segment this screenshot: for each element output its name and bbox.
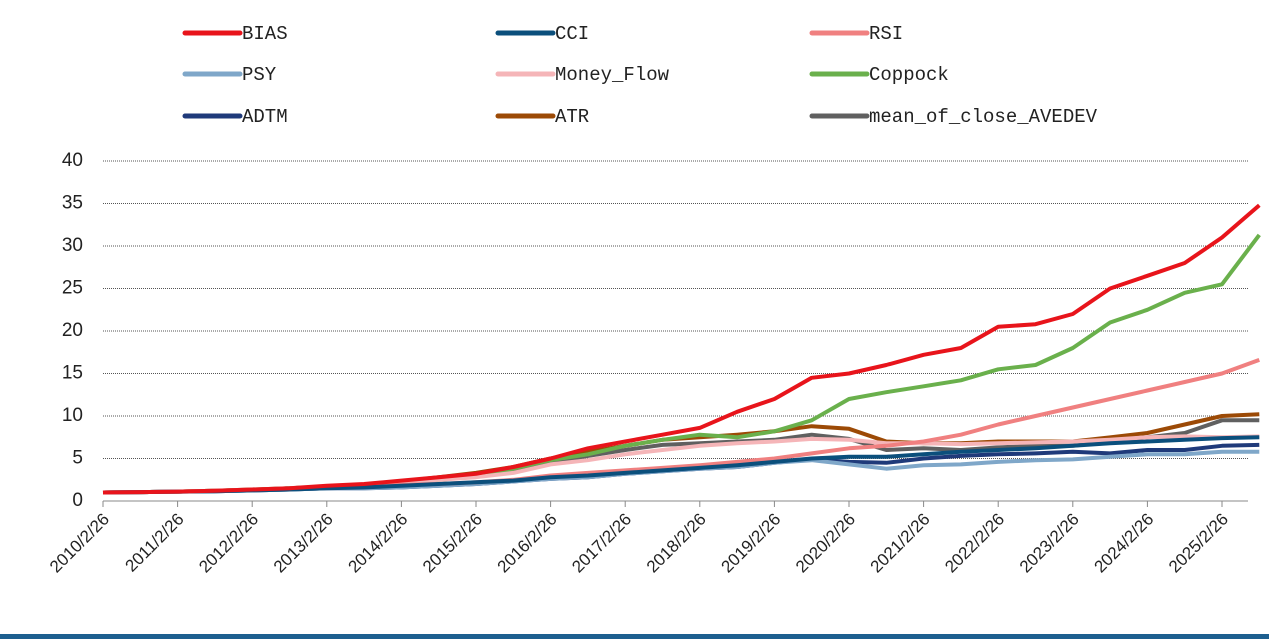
- legend-label: PSY: [242, 64, 277, 86]
- x-tick-label: 2010/2/26: [46, 510, 113, 577]
- y-tick-label: 5: [72, 448, 83, 469]
- y-tick-label: 35: [62, 193, 83, 214]
- y-tick-label: 40: [62, 150, 83, 171]
- x-tick-label: 2023/2/26: [1016, 510, 1083, 577]
- y-tick-label: 20: [62, 320, 83, 341]
- x-tick-label: 2024/2/26: [1090, 510, 1157, 577]
- y-tick-label: 25: [62, 278, 83, 299]
- legend-label: CCI: [555, 23, 589, 45]
- series-line: [102, 449, 1260, 495]
- x-tick-label: 2016/2/26: [494, 510, 561, 577]
- legend-label: mean_of_close_AVEDEV: [869, 106, 1098, 128]
- x-tick-label: 2015/2/26: [419, 510, 486, 577]
- x-tick-label: 2013/2/26: [270, 510, 337, 577]
- series-line: [102, 203, 1261, 495]
- x-tick-label: 2018/2/26: [643, 510, 710, 577]
- y-tick-label: 15: [62, 363, 83, 384]
- legend-label: ADTM: [242, 106, 288, 128]
- x-tick-label: 2022/2/26: [941, 510, 1008, 577]
- x-tick-label: 2017/2/26: [568, 510, 635, 577]
- legend-label: RSI: [869, 23, 903, 45]
- legend-label: ATR: [555, 106, 589, 128]
- y-tick-label: 0: [72, 490, 83, 511]
- y-tick-label: 30: [62, 235, 83, 256]
- legend-label: BIAS: [242, 23, 288, 45]
- legend-label: Money_Flow: [555, 64, 670, 86]
- legend-label: Coppock: [869, 64, 949, 86]
- bottom-bar: [0, 634, 1269, 639]
- x-tick-label: 2020/2/26: [792, 510, 859, 577]
- y-tick-label: 10: [62, 405, 83, 426]
- x-tick-label: 2011/2/26: [122, 510, 188, 576]
- x-tick-label: 2019/2/26: [717, 510, 784, 577]
- series-line: [102, 358, 1260, 495]
- x-tick-label: 2025/2/26: [1165, 510, 1232, 577]
- x-tick-label: 2021/2/26: [867, 510, 934, 577]
- x-tick-label: 2014/2/26: [344, 510, 411, 577]
- x-tick-label: 2012/2/26: [195, 510, 262, 577]
